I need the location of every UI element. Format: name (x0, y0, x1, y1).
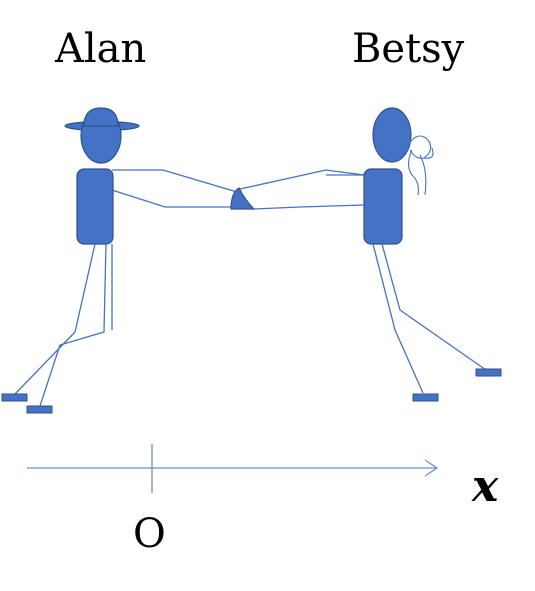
alan-leg-back-outer (40, 244, 106, 406)
betsy-leg-front (373, 244, 423, 393)
betsy-arm-lower (254, 205, 364, 209)
alan-arm-lower (112, 190, 232, 207)
alan-hat-crown (84, 108, 118, 126)
betsy-figure (240, 108, 501, 401)
alan-leg-back (15, 244, 95, 394)
betsy-foot-front (413, 394, 438, 401)
betsy-label: Betsy (352, 26, 465, 72)
betsy-leg-back (382, 244, 486, 370)
betsy-foot-back (476, 369, 501, 376)
x-axis-variable: x (471, 461, 499, 512)
alan-foot-right (27, 406, 52, 413)
betsy-body (364, 169, 402, 244)
x-axis: x O (27, 444, 499, 557)
alan-body (77, 169, 113, 244)
alan-figure (2, 108, 237, 413)
betsy-arm-upper (240, 170, 364, 189)
betsy-hair-bow (408, 136, 433, 195)
alan-label: Alan (54, 26, 146, 72)
alan-foot-left (2, 394, 27, 401)
alan-arm (112, 170, 237, 192)
origin-label: O (133, 511, 166, 557)
betsy-head (373, 108, 411, 162)
